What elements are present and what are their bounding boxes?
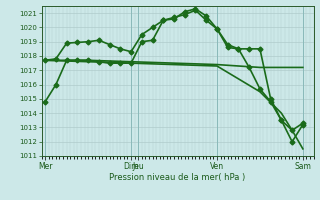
X-axis label: Pression niveau de la mer( hPa ): Pression niveau de la mer( hPa ) [109,173,246,182]
